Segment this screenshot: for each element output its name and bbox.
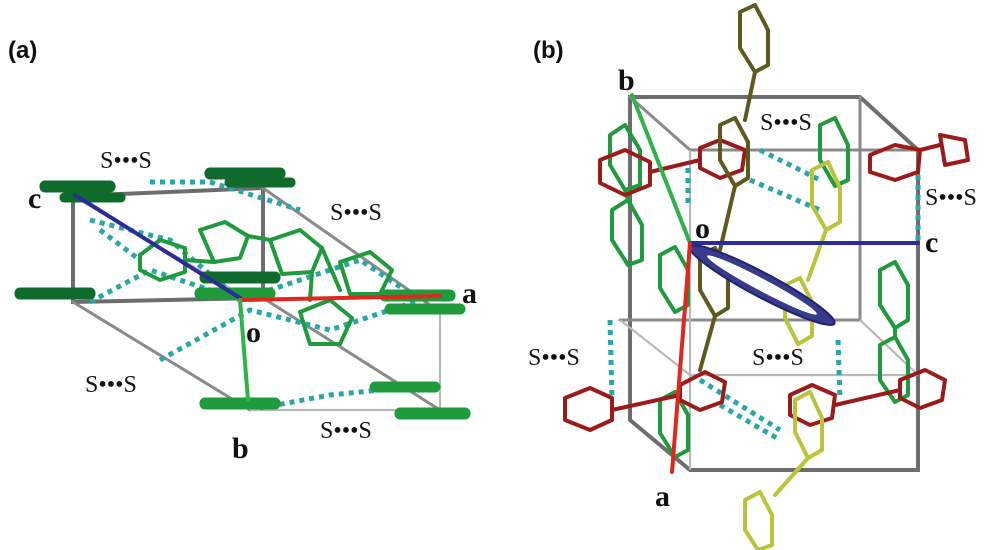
panel-a-contact-line — [239, 257, 422, 303]
panel-a-ring — [198, 220, 250, 264]
panel-b-ring — [610, 198, 644, 267]
panel-b-ring — [738, 3, 770, 74]
panel-a-molecule-slab — [39, 180, 116, 193]
panel-b-bond — [648, 158, 702, 174]
panel-b-contact-line — [607, 319, 615, 401]
panel-b: (b) — [528, 3, 977, 550]
panel-a-bond — [246, 234, 272, 242]
panel-b-ring — [658, 245, 690, 314]
panel-a-contact-label: S•••S — [100, 148, 152, 174]
panel-a-ring — [268, 228, 324, 276]
panel-b-contact-label: S•••S — [925, 185, 977, 211]
panel-b-ring — [598, 148, 652, 197]
panel-b-ring — [718, 116, 750, 188]
panel-a-axis-a-label: a — [462, 277, 477, 310]
panel-b-axis-a-line — [670, 241, 692, 474]
panel-b-ring — [810, 160, 842, 232]
panel-b-ring — [658, 390, 690, 459]
panel-a-molecule-slab — [369, 381, 441, 393]
panel-b-disk-molecule-center — [707, 255, 817, 315]
panel-b-bond — [806, 228, 828, 282]
panel-a-bond — [183, 258, 216, 264]
panel-b-ring — [793, 390, 824, 460]
panel-b-cell-edge — [619, 319, 691, 376]
panel-a-axis-b-line — [238, 298, 250, 402]
panel-b-axis-a-label: a — [655, 480, 670, 513]
panel-a-axes — [73, 193, 442, 402]
panel-a-bond — [320, 246, 342, 292]
panel-b-ring — [938, 133, 970, 167]
panel-b-bond — [698, 314, 717, 372]
panel-a-label: (a) — [8, 37, 37, 64]
panel-b-ring — [698, 246, 730, 318]
panel-b-ring — [678, 370, 727, 412]
panel-b-contact-line — [718, 402, 782, 443]
panel-b-axis-c-label: c — [925, 226, 938, 259]
panel-a-axis-c-line — [73, 193, 242, 300]
panel-b-olive-molecules — [698, 3, 770, 372]
panel-b-ring — [818, 116, 850, 188]
panel-a-molecule-slab — [199, 397, 281, 410]
panel-b-ring — [868, 143, 922, 182]
panel-b-ring — [698, 138, 747, 180]
panel-a-axis-b-label: b — [232, 432, 249, 465]
panel-a-contact-label: S•••S — [320, 418, 372, 444]
panel-a-contact-line — [98, 228, 142, 262]
panel-a-ring — [338, 250, 394, 296]
panel-b-yellow-molecules — [743, 160, 842, 550]
panel-b-bond — [718, 184, 737, 252]
panel-b-bond — [833, 388, 902, 407]
panel-b-axis-b-line — [630, 93, 692, 245]
panel-a-contact-line — [150, 179, 301, 213]
panel-b-contacts — [607, 147, 921, 443]
panel-a-axis-a-line — [238, 294, 442, 302]
panel-b-ring — [788, 383, 837, 427]
panel-b-cell-edge — [628, 95, 692, 152]
panel-a-molecule-slab — [224, 177, 296, 188]
panel-b-bond — [743, 70, 757, 122]
panel-b-axis-b-label: b — [618, 64, 635, 97]
panel-a-molecules-edge-on — [14, 167, 296, 300]
panel-b-axes — [630, 93, 920, 474]
panel-b-ring — [783, 276, 814, 346]
panel-a-molecule-slab — [199, 271, 281, 284]
panel-a-ring-molecules — [138, 220, 394, 346]
panel-a-contact-label: S•••S — [330, 200, 382, 226]
panel-b-ring — [898, 368, 947, 410]
panel-a-ring — [298, 298, 354, 346]
panel-b-bond — [773, 456, 810, 497]
panel-a-origin-label: o — [246, 316, 261, 349]
panel-b-ring — [878, 260, 910, 330]
panel-a-molecule-slab — [59, 192, 126, 203]
panel-b-contact-label: S•••S — [528, 345, 580, 371]
panel-b-contact-label: S•••S — [760, 110, 812, 136]
panel-a-contact-line — [259, 385, 401, 411]
panel-b-contact-line — [749, 177, 821, 213]
panel-a-molecule-slab — [204, 167, 286, 180]
panel-b-ring — [563, 386, 614, 432]
panel-b-contact-line — [835, 339, 843, 401]
panel-a-cell-back-face — [71, 185, 265, 305]
panel-b-origin-label: o — [695, 212, 710, 245]
panel-b-contact-line — [758, 147, 822, 183]
panel-a-cell-edge — [71, 300, 252, 412]
panel-b-label: (b) — [533, 37, 564, 64]
panel-b-ring — [743, 490, 774, 550]
panel-a-bond — [308, 270, 314, 302]
panel-b-green-molecules — [608, 116, 910, 459]
panel-a-molecule-slab — [394, 407, 471, 420]
panel-a-ring — [138, 238, 187, 282]
panel-a-molecule-slab — [384, 303, 466, 315]
panel-a: (a) — [8, 37, 477, 465]
panel-b-contact-label: S•••S — [752, 345, 804, 371]
panel-b-ring — [608, 123, 642, 192]
panel-a-axis-c-label: c — [28, 182, 41, 215]
panel-b-bond — [610, 393, 682, 412]
panel-a-molecule-slab — [14, 287, 96, 300]
panel-b-bond — [918, 143, 942, 152]
panel-a-molecules-bright — [194, 287, 471, 420]
panel-a-contact-line — [158, 297, 421, 363]
panel-a-contact-label: S•••S — [85, 372, 137, 398]
